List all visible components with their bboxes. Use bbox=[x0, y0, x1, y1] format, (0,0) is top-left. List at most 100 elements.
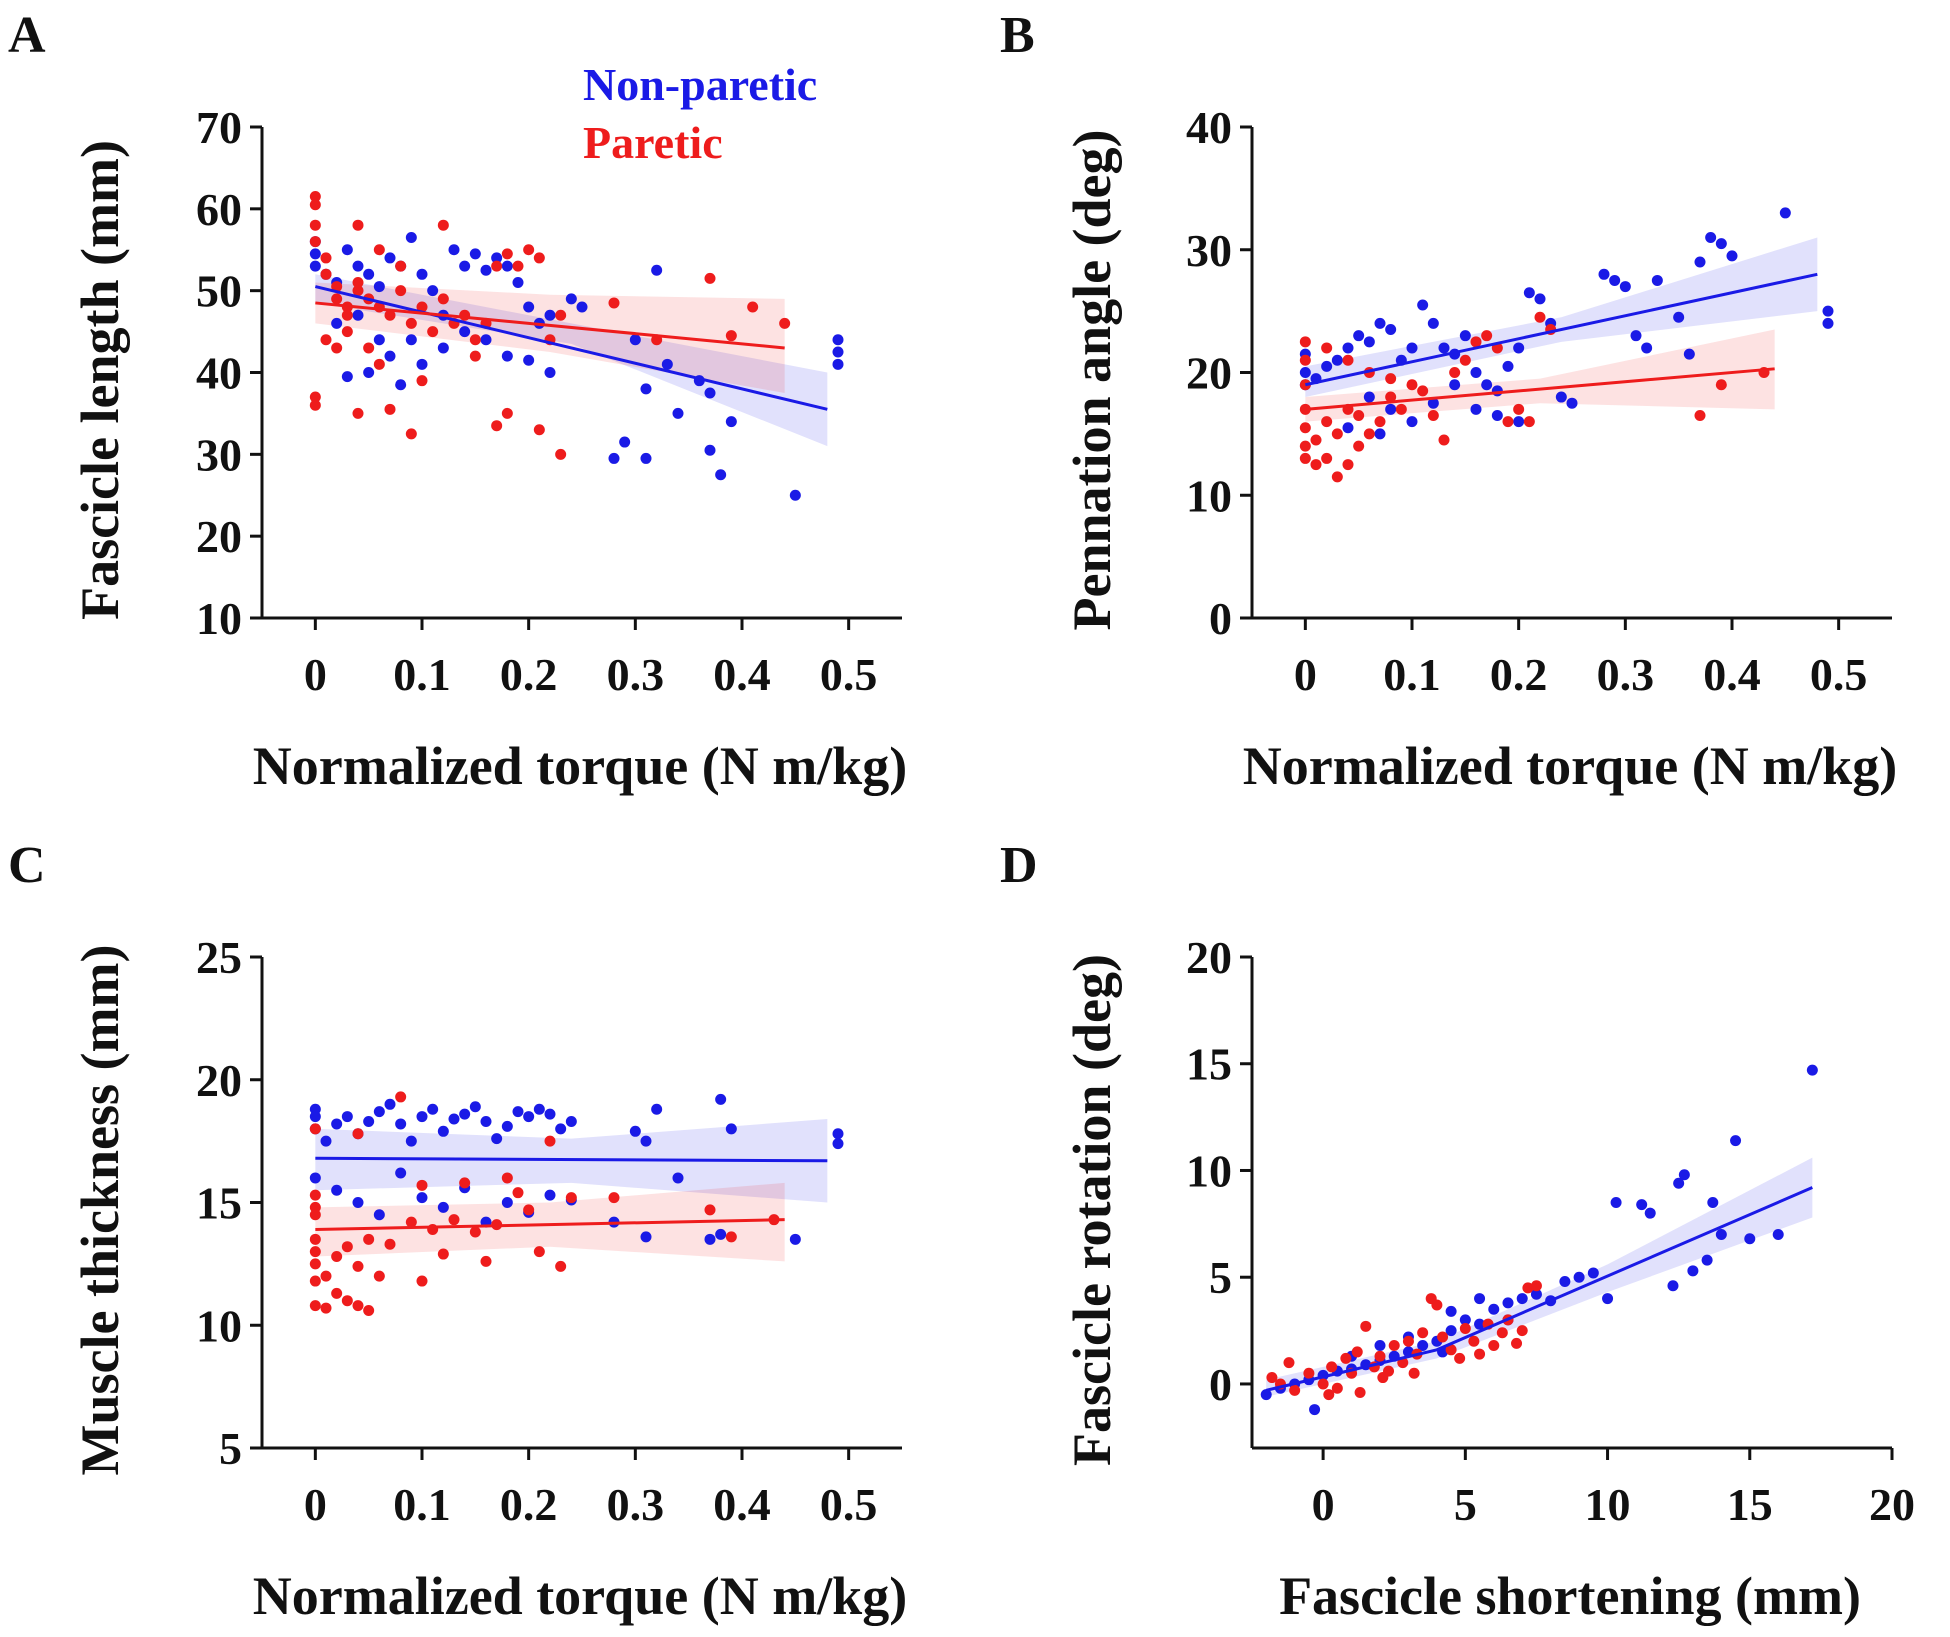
data-point-paretic bbox=[309, 1275, 321, 1287]
data-point-paretic bbox=[491, 260, 503, 272]
data-point-paretic bbox=[555, 448, 567, 460]
data-point-paretic bbox=[1342, 354, 1354, 366]
data-point-non-paretic bbox=[1609, 274, 1621, 286]
data-point-paretic bbox=[1326, 1361, 1338, 1373]
data-point-paretic bbox=[1289, 1384, 1301, 1396]
data-point-non-paretic bbox=[1598, 268, 1610, 280]
x-tick-label: 0 bbox=[1312, 1479, 1335, 1530]
x-axis-label-a: Normalized torque (N m/kg) bbox=[253, 736, 907, 796]
data-point-non-paretic bbox=[491, 1133, 503, 1145]
data-point-non-paretic bbox=[544, 1108, 556, 1120]
panel-letter-b: B bbox=[1000, 7, 1035, 64]
data-point-paretic bbox=[1470, 336, 1482, 348]
data-point-non-paretic bbox=[1459, 1314, 1471, 1326]
data-point-paretic bbox=[1303, 1367, 1315, 1379]
data-point-paretic bbox=[309, 1209, 321, 1221]
data-point-non-paretic bbox=[1342, 342, 1354, 354]
data-point-non-paretic bbox=[416, 1192, 428, 1204]
data-point-non-paretic bbox=[1587, 1267, 1599, 1279]
data-point-non-paretic bbox=[544, 367, 556, 378]
data-point-non-paretic bbox=[437, 342, 449, 354]
data-point-paretic bbox=[427, 326, 439, 338]
data-point-non-paretic bbox=[1449, 379, 1461, 391]
data-point-paretic bbox=[309, 1258, 321, 1270]
data-point-non-paretic bbox=[309, 248, 321, 260]
data-point-paretic bbox=[309, 391, 321, 403]
y-tick-label: 10 bbox=[196, 593, 242, 644]
data-point-non-paretic bbox=[448, 1113, 460, 1125]
data-point-paretic bbox=[331, 342, 343, 354]
data-point-non-paretic bbox=[373, 1209, 385, 1221]
data-point-non-paretic bbox=[405, 334, 417, 346]
data-point-non-paretic bbox=[501, 1120, 513, 1132]
data-point-non-paretic bbox=[1260, 1389, 1272, 1401]
data-point-paretic bbox=[1317, 1378, 1329, 1390]
data-point-paretic bbox=[373, 358, 385, 370]
data-point-non-paretic bbox=[1678, 1169, 1690, 1181]
data-point-paretic bbox=[352, 1260, 364, 1272]
data-point-non-paretic bbox=[1705, 231, 1717, 243]
data-point-paretic bbox=[1417, 385, 1429, 397]
plot-area-d: 0 5 10 15 20 0 5 10 15 20 bbox=[1186, 932, 1915, 1530]
data-point-paretic bbox=[1310, 434, 1322, 446]
data-point-paretic bbox=[1299, 440, 1311, 452]
data-point-non-paretic bbox=[448, 244, 460, 256]
data-point-non-paretic bbox=[523, 354, 535, 366]
y-tick-label: 40 bbox=[196, 348, 242, 399]
data-point-paretic bbox=[331, 281, 343, 293]
data-point-paretic bbox=[523, 244, 535, 256]
data-point-non-paretic bbox=[523, 301, 535, 313]
data-point-non-paretic bbox=[501, 260, 513, 272]
data-point-paretic bbox=[480, 1255, 492, 1267]
panel-letter-c: C bbox=[8, 837, 46, 894]
data-point-non-paretic bbox=[459, 260, 471, 272]
data-point-paretic bbox=[1374, 416, 1386, 428]
data-point-paretic bbox=[405, 1216, 417, 1228]
data-point-paretic bbox=[437, 219, 449, 231]
data-point-paretic bbox=[1496, 1327, 1508, 1339]
data-point-paretic bbox=[363, 1305, 375, 1317]
data-point-non-paretic bbox=[1630, 330, 1642, 342]
x-tick-label: 5 bbox=[1454, 1479, 1477, 1530]
data-point-non-paretic bbox=[715, 1228, 727, 1240]
data-point-non-paretic bbox=[651, 1103, 663, 1115]
data-point-non-paretic bbox=[352, 309, 364, 321]
data-point-non-paretic bbox=[629, 1125, 641, 1137]
data-point-non-paretic bbox=[789, 489, 801, 501]
data-point-non-paretic bbox=[640, 1135, 652, 1147]
data-point-paretic bbox=[1511, 1337, 1523, 1349]
data-point-paretic bbox=[352, 219, 364, 231]
data-point-paretic bbox=[341, 1241, 353, 1253]
data-point-non-paretic bbox=[331, 1184, 343, 1196]
data-point-non-paretic bbox=[1417, 299, 1429, 311]
data-point-paretic bbox=[469, 1226, 481, 1238]
data-point-non-paretic bbox=[1744, 1233, 1756, 1245]
data-point-non-paretic bbox=[1459, 330, 1471, 342]
regression-line-non-paretic bbox=[314, 285, 828, 411]
data-point-non-paretic bbox=[1701, 1254, 1713, 1266]
data-point-paretic bbox=[309, 219, 321, 231]
data-point-non-paretic bbox=[331, 317, 343, 329]
data-point-paretic bbox=[405, 317, 417, 329]
data-point-paretic bbox=[1331, 428, 1343, 440]
data-point-paretic bbox=[1310, 459, 1322, 471]
data-point-non-paretic bbox=[1707, 1197, 1719, 1208]
data-point-non-paretic bbox=[1470, 403, 1482, 415]
plot-area-a: 10 20 30 40 50 60 70 0 0.1 0.2 0.3 0.4 0.5 bbox=[196, 102, 902, 700]
data-point-non-paretic bbox=[363, 367, 375, 378]
y-tick-label: 20 bbox=[196, 1055, 242, 1106]
data-point-non-paretic bbox=[1427, 397, 1439, 409]
data-point-non-paretic bbox=[544, 309, 556, 321]
data-point-paretic bbox=[459, 1177, 471, 1189]
panel-letter-d: D bbox=[1000, 837, 1038, 894]
data-point-non-paretic bbox=[384, 252, 396, 264]
data-point-non-paretic bbox=[384, 1098, 396, 1110]
data-point-non-paretic bbox=[640, 1231, 652, 1243]
data-point-paretic bbox=[437, 1248, 449, 1260]
data-point-paretic bbox=[1321, 342, 1333, 354]
data-point-paretic bbox=[1374, 1350, 1386, 1362]
x-tick-label: 0.5 bbox=[820, 649, 878, 700]
data-point-paretic bbox=[533, 1246, 545, 1258]
data-point-non-paretic bbox=[480, 264, 492, 276]
data-point-paretic bbox=[341, 1295, 353, 1307]
